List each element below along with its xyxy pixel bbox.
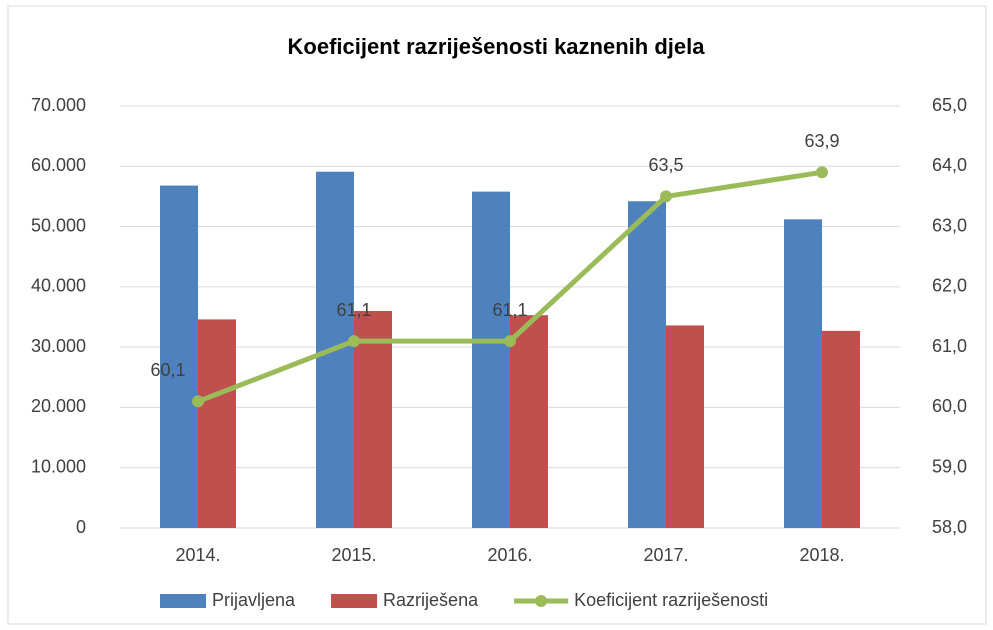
y-tick-label: 40.000 bbox=[31, 276, 86, 296]
data-label: 61,1 bbox=[492, 300, 527, 320]
bar bbox=[510, 315, 548, 528]
line-point bbox=[816, 166, 828, 179]
y2-tick-label: 61,0 bbox=[932, 336, 967, 356]
y-tick-label: 10.000 bbox=[31, 456, 86, 476]
x-tick-label: 2014. bbox=[175, 545, 220, 565]
data-label: 63,5 bbox=[648, 155, 683, 175]
line-point bbox=[504, 335, 516, 348]
y2-tick-label: 63,0 bbox=[932, 215, 967, 235]
bar bbox=[822, 330, 860, 528]
line-point bbox=[348, 335, 360, 348]
bar bbox=[666, 325, 704, 528]
bar bbox=[160, 185, 198, 528]
bar bbox=[472, 191, 510, 528]
bar bbox=[198, 319, 236, 528]
line-point bbox=[660, 190, 672, 203]
y-tick-label: 20.000 bbox=[31, 396, 86, 416]
y-tick-label: 70.000 bbox=[31, 95, 86, 115]
y2-tick-label: 62,0 bbox=[932, 276, 967, 296]
chart-title: Koeficijent razriješenosti kaznenih djel… bbox=[288, 34, 706, 59]
x-tick-label: 2017. bbox=[643, 545, 688, 565]
legend-label: Prijavljena bbox=[212, 590, 296, 610]
y2-tick-label: 59,0 bbox=[932, 456, 967, 476]
y-tick-label: 0 bbox=[76, 517, 86, 537]
y2-tick-label: 65,0 bbox=[932, 95, 967, 115]
y2-tick-label: 58,0 bbox=[932, 517, 967, 537]
bar bbox=[628, 201, 666, 528]
y-tick-label: 30.000 bbox=[31, 336, 86, 356]
y2-tick-label: 60,0 bbox=[932, 396, 967, 416]
line-point bbox=[192, 395, 204, 408]
bar bbox=[354, 310, 392, 528]
x-tick-label: 2018. bbox=[799, 545, 844, 565]
bar bbox=[784, 219, 822, 528]
y2-tick-label: 64,0 bbox=[932, 155, 967, 175]
data-label: 63,9 bbox=[804, 131, 839, 151]
legend-swatch bbox=[160, 594, 206, 608]
x-tick-label: 2016. bbox=[487, 545, 532, 565]
legend-swatch bbox=[331, 594, 378, 608]
data-label: 60,1 bbox=[150, 360, 185, 380]
y-tick-label: 60.000 bbox=[31, 155, 86, 175]
data-label: 61,1 bbox=[336, 300, 371, 320]
x-tick-label: 2015. bbox=[331, 545, 376, 565]
legend-point bbox=[535, 595, 548, 607]
legend-label: Koeficijent razriješenosti bbox=[574, 590, 768, 610]
y-tick-label: 50.000 bbox=[31, 215, 86, 235]
legend-label: Razriješena bbox=[383, 590, 479, 610]
